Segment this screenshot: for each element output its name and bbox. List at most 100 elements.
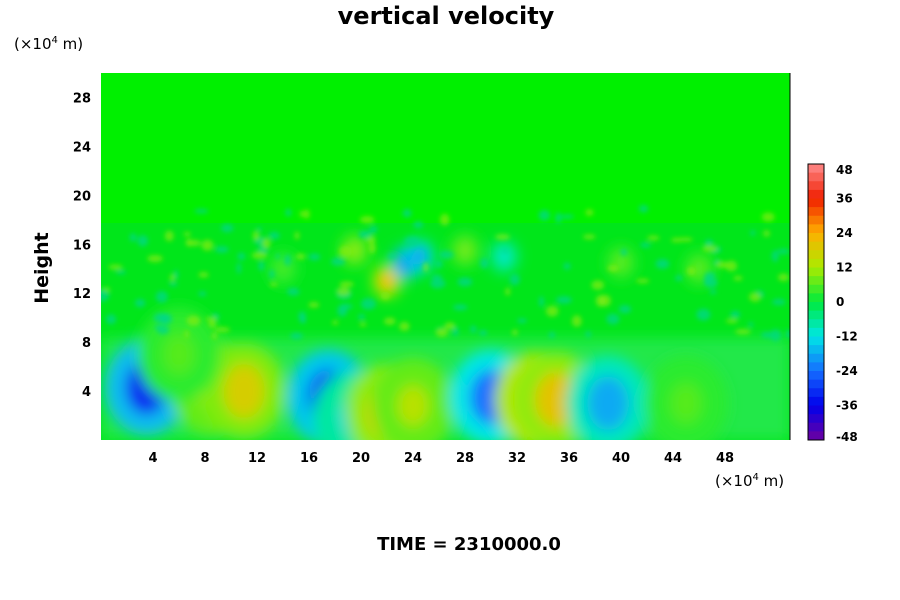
colorbar-tick-label: -12 <box>836 330 858 344</box>
y-tick-label: 16 <box>73 238 91 253</box>
time-label: TIME = 2310000.0 <box>377 534 561 555</box>
texture-speck <box>211 332 217 340</box>
texture-speck <box>215 246 229 253</box>
texture-speck <box>404 236 420 246</box>
texture-speck <box>168 281 178 287</box>
colorbar-segment <box>808 258 824 268</box>
velocity-cell <box>670 382 702 424</box>
texture-speck <box>358 313 366 320</box>
texture-speck <box>509 273 520 286</box>
texture-speck <box>675 275 683 282</box>
velocity-cell <box>615 255 627 270</box>
texture-speck <box>750 230 756 236</box>
texture-speck <box>647 235 660 241</box>
texture-speck <box>704 239 714 248</box>
colorbar-segment <box>808 172 824 182</box>
texture-speck <box>639 242 651 248</box>
texture-speck <box>201 239 214 251</box>
texture-speck <box>435 327 449 338</box>
texture-speck <box>413 221 424 229</box>
x-tick-label: 20 <box>352 451 370 466</box>
x-tick-label: 44 <box>664 451 682 466</box>
texture-speck <box>338 245 352 258</box>
texture-speck <box>258 260 265 271</box>
texture-speck <box>735 328 751 335</box>
texture-speck <box>444 322 456 330</box>
texture-speck <box>294 231 300 240</box>
colorbar-tick-label: 48 <box>836 163 853 177</box>
colorbar-tick-label: -48 <box>836 430 858 444</box>
texture-speck <box>339 281 354 288</box>
texture-speck <box>733 275 743 281</box>
texture-speck <box>205 316 218 321</box>
texture-speck <box>480 257 489 269</box>
texture-speck <box>769 329 782 342</box>
texture-speck <box>129 233 137 242</box>
texture-speck <box>761 212 775 222</box>
colorbar-segment <box>808 215 824 225</box>
y-tick-label: 24 <box>73 140 91 155</box>
y-tick-label: 4 <box>82 385 91 400</box>
colorbar-segment <box>808 310 824 320</box>
x-tick-label: 40 <box>612 451 630 466</box>
texture-speck <box>380 291 391 300</box>
texture-speck <box>548 331 555 339</box>
texture-speck <box>620 248 628 256</box>
texture-speck <box>268 231 280 240</box>
y-tick-label: 8 <box>82 336 91 351</box>
colorbar-frame <box>807 163 825 441</box>
texture-speck <box>269 282 278 287</box>
texture-speck <box>164 230 174 242</box>
texture-speck <box>725 260 738 272</box>
colorbar-segment <box>808 353 824 363</box>
texture-speck <box>505 287 511 296</box>
texture-speck <box>257 227 262 232</box>
texture-speck <box>275 253 281 260</box>
texture-speck <box>269 269 275 279</box>
texture-speck <box>771 250 779 262</box>
colorbar-segment <box>808 233 824 243</box>
texture-speck <box>220 224 234 233</box>
texture-speck <box>563 262 571 270</box>
y-tick-label: 28 <box>73 91 91 106</box>
x-tick-label: 28 <box>456 451 474 466</box>
y-tick-labels: 4 8 12 16 20 24 28 <box>73 91 91 400</box>
texture-speck <box>308 253 321 261</box>
texture-speck <box>452 326 459 337</box>
texture-speck <box>336 287 351 296</box>
colorbar-segment <box>808 388 824 398</box>
texture-speck <box>359 322 367 327</box>
colorbar-segment <box>808 405 824 415</box>
texture-speck <box>360 298 376 310</box>
texture-speck <box>169 274 175 282</box>
texture-speck <box>655 258 670 269</box>
colorbar-segment <box>808 189 824 199</box>
texture-speck <box>618 304 632 314</box>
texture-speck <box>106 314 117 325</box>
x-tick-label: 12 <box>248 451 266 466</box>
texture-speck <box>777 273 790 282</box>
colorbar-tick-label: 36 <box>836 192 853 206</box>
x-tick-label: 32 <box>508 451 526 466</box>
texture-speck <box>183 232 191 237</box>
texture-speck <box>555 212 562 224</box>
texture-speck <box>556 296 572 304</box>
velocity-cell <box>223 363 265 419</box>
velocity-cell <box>277 261 289 276</box>
texture-speck <box>638 204 649 213</box>
y-tick-label: 20 <box>73 189 91 204</box>
texture-speck <box>785 329 790 339</box>
texture-speck <box>571 315 582 327</box>
texture-speck <box>495 234 510 240</box>
texture-speck <box>430 274 443 280</box>
texture-speck <box>560 214 574 219</box>
convective-noise <box>101 204 790 342</box>
x-tick-label: 16 <box>300 451 318 466</box>
texture-speck <box>772 298 786 306</box>
texture-speck <box>402 209 412 218</box>
texture-speck <box>545 305 559 317</box>
texture-speck <box>478 330 488 336</box>
texture-speck <box>194 208 209 214</box>
texture-speck <box>174 269 179 280</box>
